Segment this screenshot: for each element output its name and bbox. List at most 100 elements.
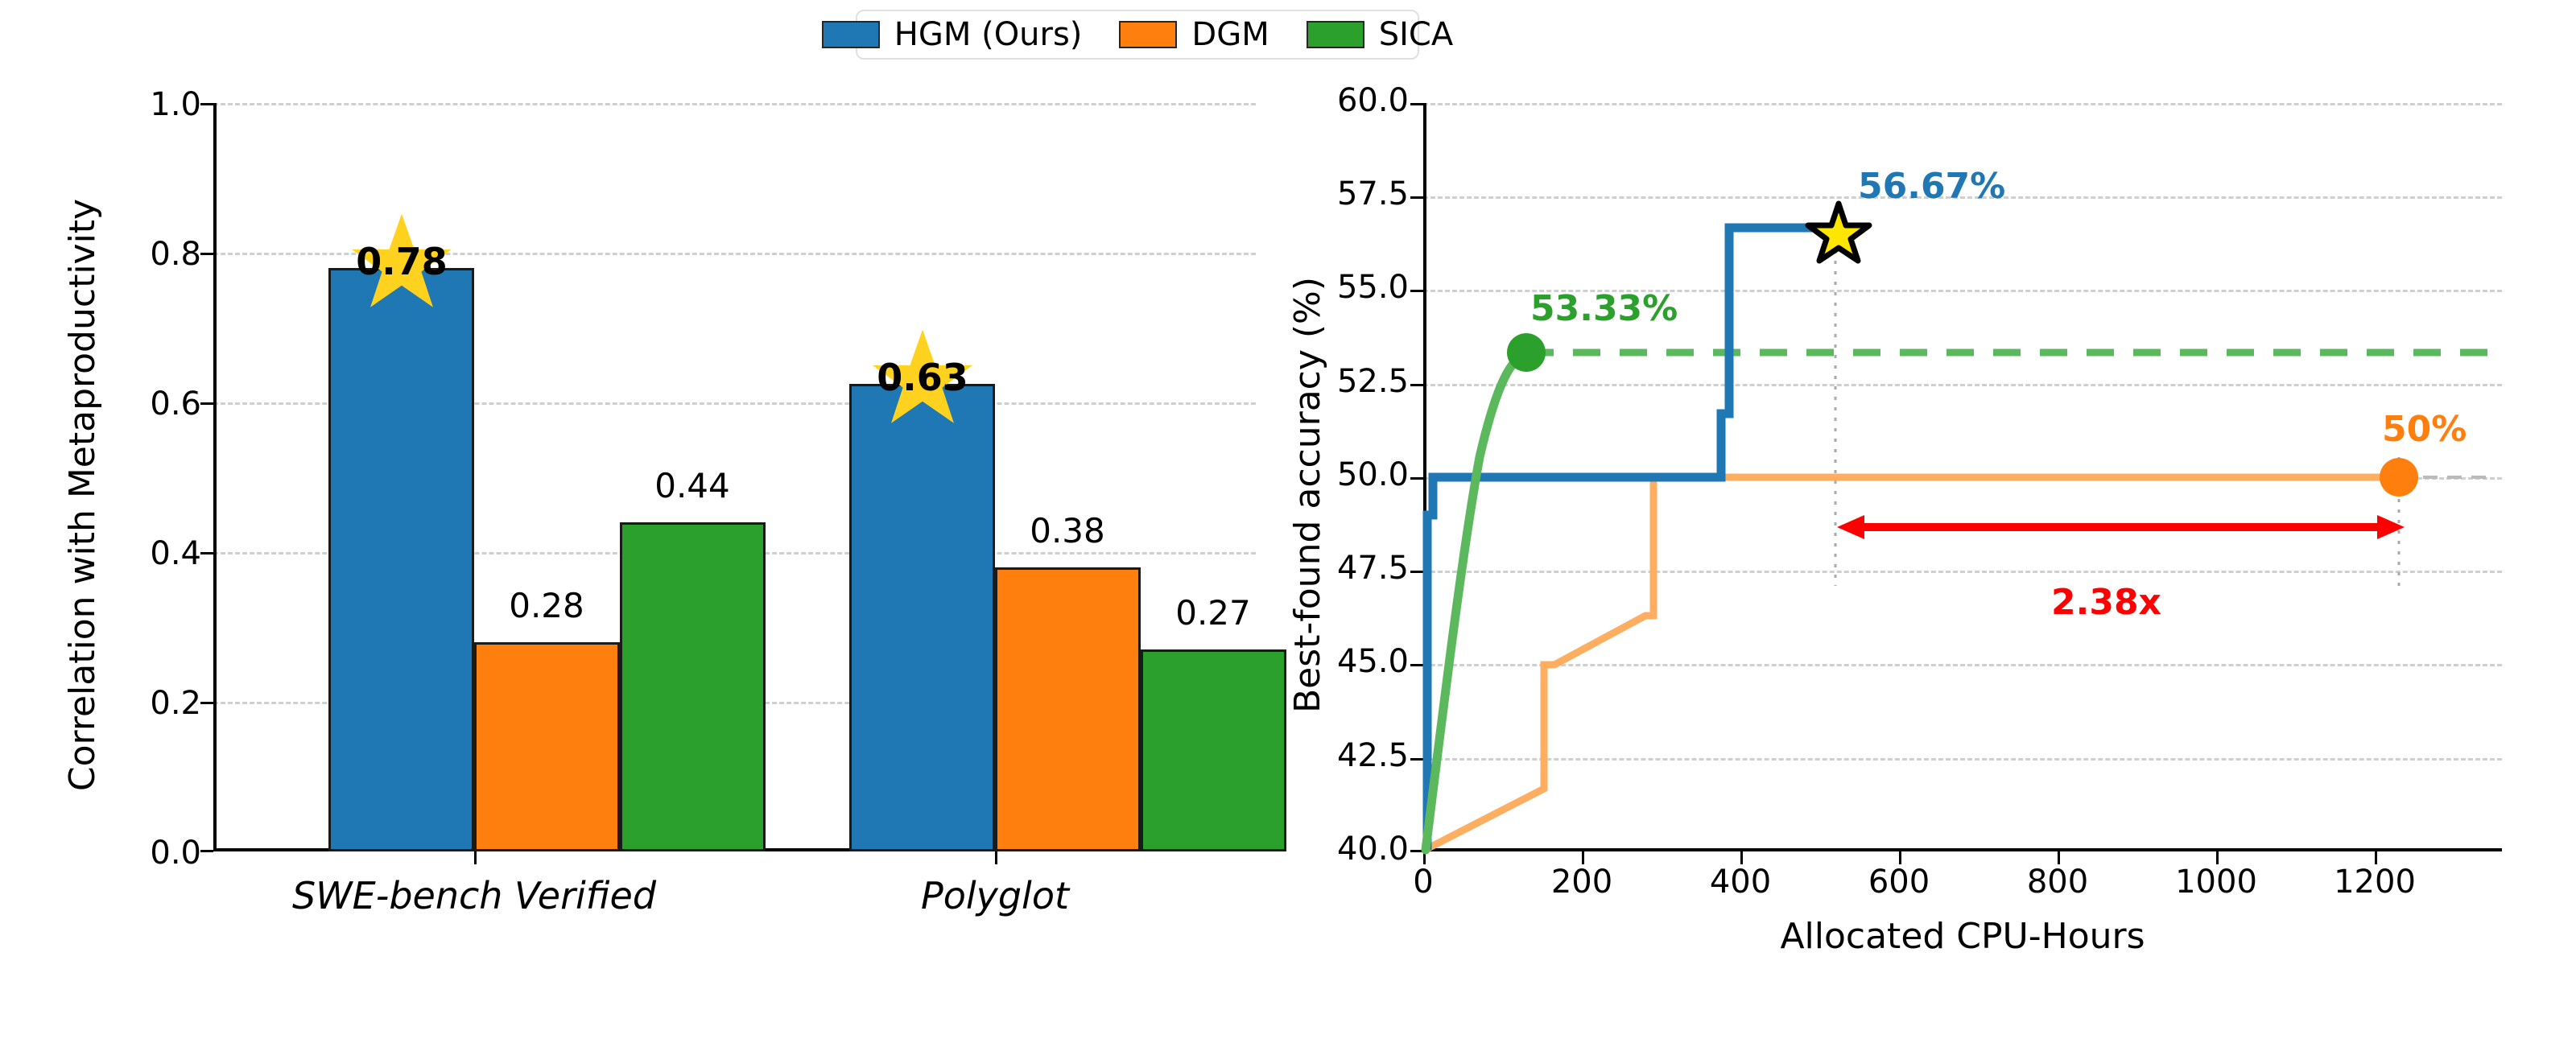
sica-dot-marker (1507, 333, 1546, 372)
right-ytick-55: 55.0 (1336, 269, 1409, 306)
legend-item-hgm[interactable]: HGM (Ours) (821, 16, 1083, 53)
legend-label-hgm: HGM (Ours) (894, 16, 1083, 53)
line-ytick-mark-42.5 (1410, 758, 1423, 761)
line-gridline-52.5 (1423, 384, 2502, 386)
bar-dgm-polyglot[interactable] (995, 567, 1141, 851)
bar-ytick-mark-0.2 (200, 702, 213, 704)
line-x-axis-line (1423, 848, 2502, 851)
legend-swatch-sica (1306, 21, 1364, 48)
bar-value-sica-polyglot: 0.27 (1175, 593, 1251, 633)
bar-gridline-0.6 (213, 402, 1256, 405)
bar-category-label-polyglot: Polyglot (920, 874, 1070, 917)
bar-ytick-mark-0.0 (200, 850, 213, 852)
bar-xtick-mark-1 (995, 851, 997, 864)
bar-ytick-mark-0.4 (200, 552, 213, 554)
bar-ytick-mark-1.0 (200, 103, 213, 105)
right-y-axis-title: Best-found accuracy (%) (1287, 276, 1328, 714)
bar-value-sica-swebench: 0.44 (654, 466, 730, 505)
line-ytick-mark-47.5 (1410, 571, 1423, 573)
bar-ytick-mark-0.8 (200, 253, 213, 255)
bar-value-dgm-swebench: 0.28 (509, 586, 584, 625)
left-ytick-1: 0.8 (150, 236, 201, 273)
left-ytick-5: 0.0 (150, 835, 201, 872)
line-xtick-mark-0 (1423, 851, 1426, 864)
line-xtick-800: 800 (2026, 864, 2089, 901)
bar-value-hgm-polyglot: 0.63 (877, 356, 968, 399)
line-xtick-0: 0 (1413, 864, 1434, 901)
right-x-axis-title: Allocated CPU-Hours (1780, 916, 2145, 957)
right-ytick-45: 45.0 (1336, 643, 1409, 680)
line-gridline-57.5 (1423, 196, 2502, 199)
left-ytick-3: 0.4 (150, 535, 201, 572)
legend-label-sica: SICA (1378, 16, 1454, 53)
line-xtick-mark-400 (1740, 851, 1743, 864)
star-icon-polyglot (872, 329, 973, 423)
left-ytick-2: 0.6 (150, 385, 201, 423)
right-ytick-40: 40.0 (1336, 831, 1409, 868)
right-ytick-60: 60.0 (1336, 82, 1409, 119)
dgm-peak-label: 50% (2382, 409, 2467, 450)
line-gridline-47.5 (1423, 571, 2502, 573)
star-icon-swebench (351, 213, 452, 307)
line-ytick-mark-57.5 (1410, 196, 1423, 199)
bar-value-hgm-swebench: 0.78 (356, 240, 448, 283)
line-ytick-mark-60.0 (1410, 103, 1423, 105)
line-gridline-45.0 (1423, 664, 2502, 666)
bar-gridline-1.0 (213, 103, 1256, 105)
line-ytick-mark-55.0 (1410, 290, 1423, 292)
dgm-step-curve (1422, 473, 2399, 854)
chart-legend: HGM (Ours) DGM SICA (821, 10, 1453, 60)
right-ytick-52.5: 52.5 (1336, 363, 1409, 400)
bar-xtick-mark-0 (474, 851, 477, 864)
line-ytick-mark-50.0 (1410, 477, 1423, 480)
line-chart-axes: 56.67% 53.33% 50% 2.38x 0 200 400 600 80… (1410, 103, 2502, 954)
right-ytick-42.5: 42.5 (1336, 737, 1409, 774)
right-ytick-57.5: 57.5 (1336, 175, 1409, 212)
bar-hgm-polyglot[interactable] (849, 384, 995, 851)
line-xtick-mark-800 (2058, 851, 2060, 864)
legend-label-dgm: DGM (1191, 16, 1269, 53)
legend-swatch-hgm (821, 21, 880, 48)
bar-sica-swebench[interactable] (620, 522, 766, 851)
line-gridline-55.0 (1423, 290, 2502, 292)
legend-item-sica[interactable]: SICA (1306, 16, 1454, 53)
bar-ytick-mark-0.6 (200, 402, 213, 405)
bar-dgm-swebench[interactable] (474, 642, 620, 851)
line-xtick-mark-1200 (2375, 851, 2377, 864)
line-xtick-400: 400 (1709, 864, 1772, 901)
line-ytick-mark-52.5 (1410, 384, 1423, 386)
dgm-dot-marker (2380, 458, 2418, 497)
bar-chart-axes: 0.78 0.28 0.44 0.63 0.38 0.27 SWE-bench … (200, 103, 1286, 914)
line-gridline-42.5 (1423, 758, 2502, 761)
hgm-star-marker (1805, 200, 1872, 264)
speedup-arrow-head-left (1837, 515, 1864, 539)
left-ytick-0: 1.0 (150, 86, 201, 123)
line-xtick-mark-600 (1899, 851, 1901, 864)
right-ytick-50: 50.0 (1336, 456, 1409, 493)
bar-sica-polyglot[interactable] (1141, 649, 1286, 851)
line-xtick-1000: 1000 (2175, 864, 2257, 901)
line-xtick-1200: 1200 (2334, 864, 2416, 901)
line-ytick-mark-40.0 (1410, 850, 1423, 852)
sica-peak-label: 53.33% (1530, 288, 1678, 329)
bar-category-label-swebench: SWE-bench Verified (291, 874, 657, 917)
bar-hgm-swebench[interactable] (328, 268, 474, 851)
legend-item-dgm[interactable]: DGM (1119, 19, 1269, 51)
line-xtick-200: 200 (1550, 864, 1613, 901)
bar-gridline-0.8 (213, 253, 1256, 255)
line-xtick-mark-1000 (2216, 851, 2219, 864)
line-gridline-60.0 (1423, 103, 2502, 105)
hgm-step-curve (1422, 223, 1839, 850)
line-xtick-mark-200 (1582, 851, 1584, 864)
line-xtick-600: 600 (1868, 864, 1930, 901)
sica-curve (1421, 348, 1531, 855)
bar-y-axis-line (213, 103, 217, 851)
line-series-group (1421, 200, 2502, 855)
line-y-axis-line (1423, 103, 1426, 851)
right-ytick-47.5: 47.5 (1336, 550, 1409, 587)
left-ytick-4: 0.2 (150, 685, 201, 722)
hgm-peak-label: 56.67% (1858, 166, 2006, 207)
bar-value-dgm-polyglot: 0.38 (1030, 511, 1105, 550)
legend-swatch-dgm (1119, 21, 1178, 48)
